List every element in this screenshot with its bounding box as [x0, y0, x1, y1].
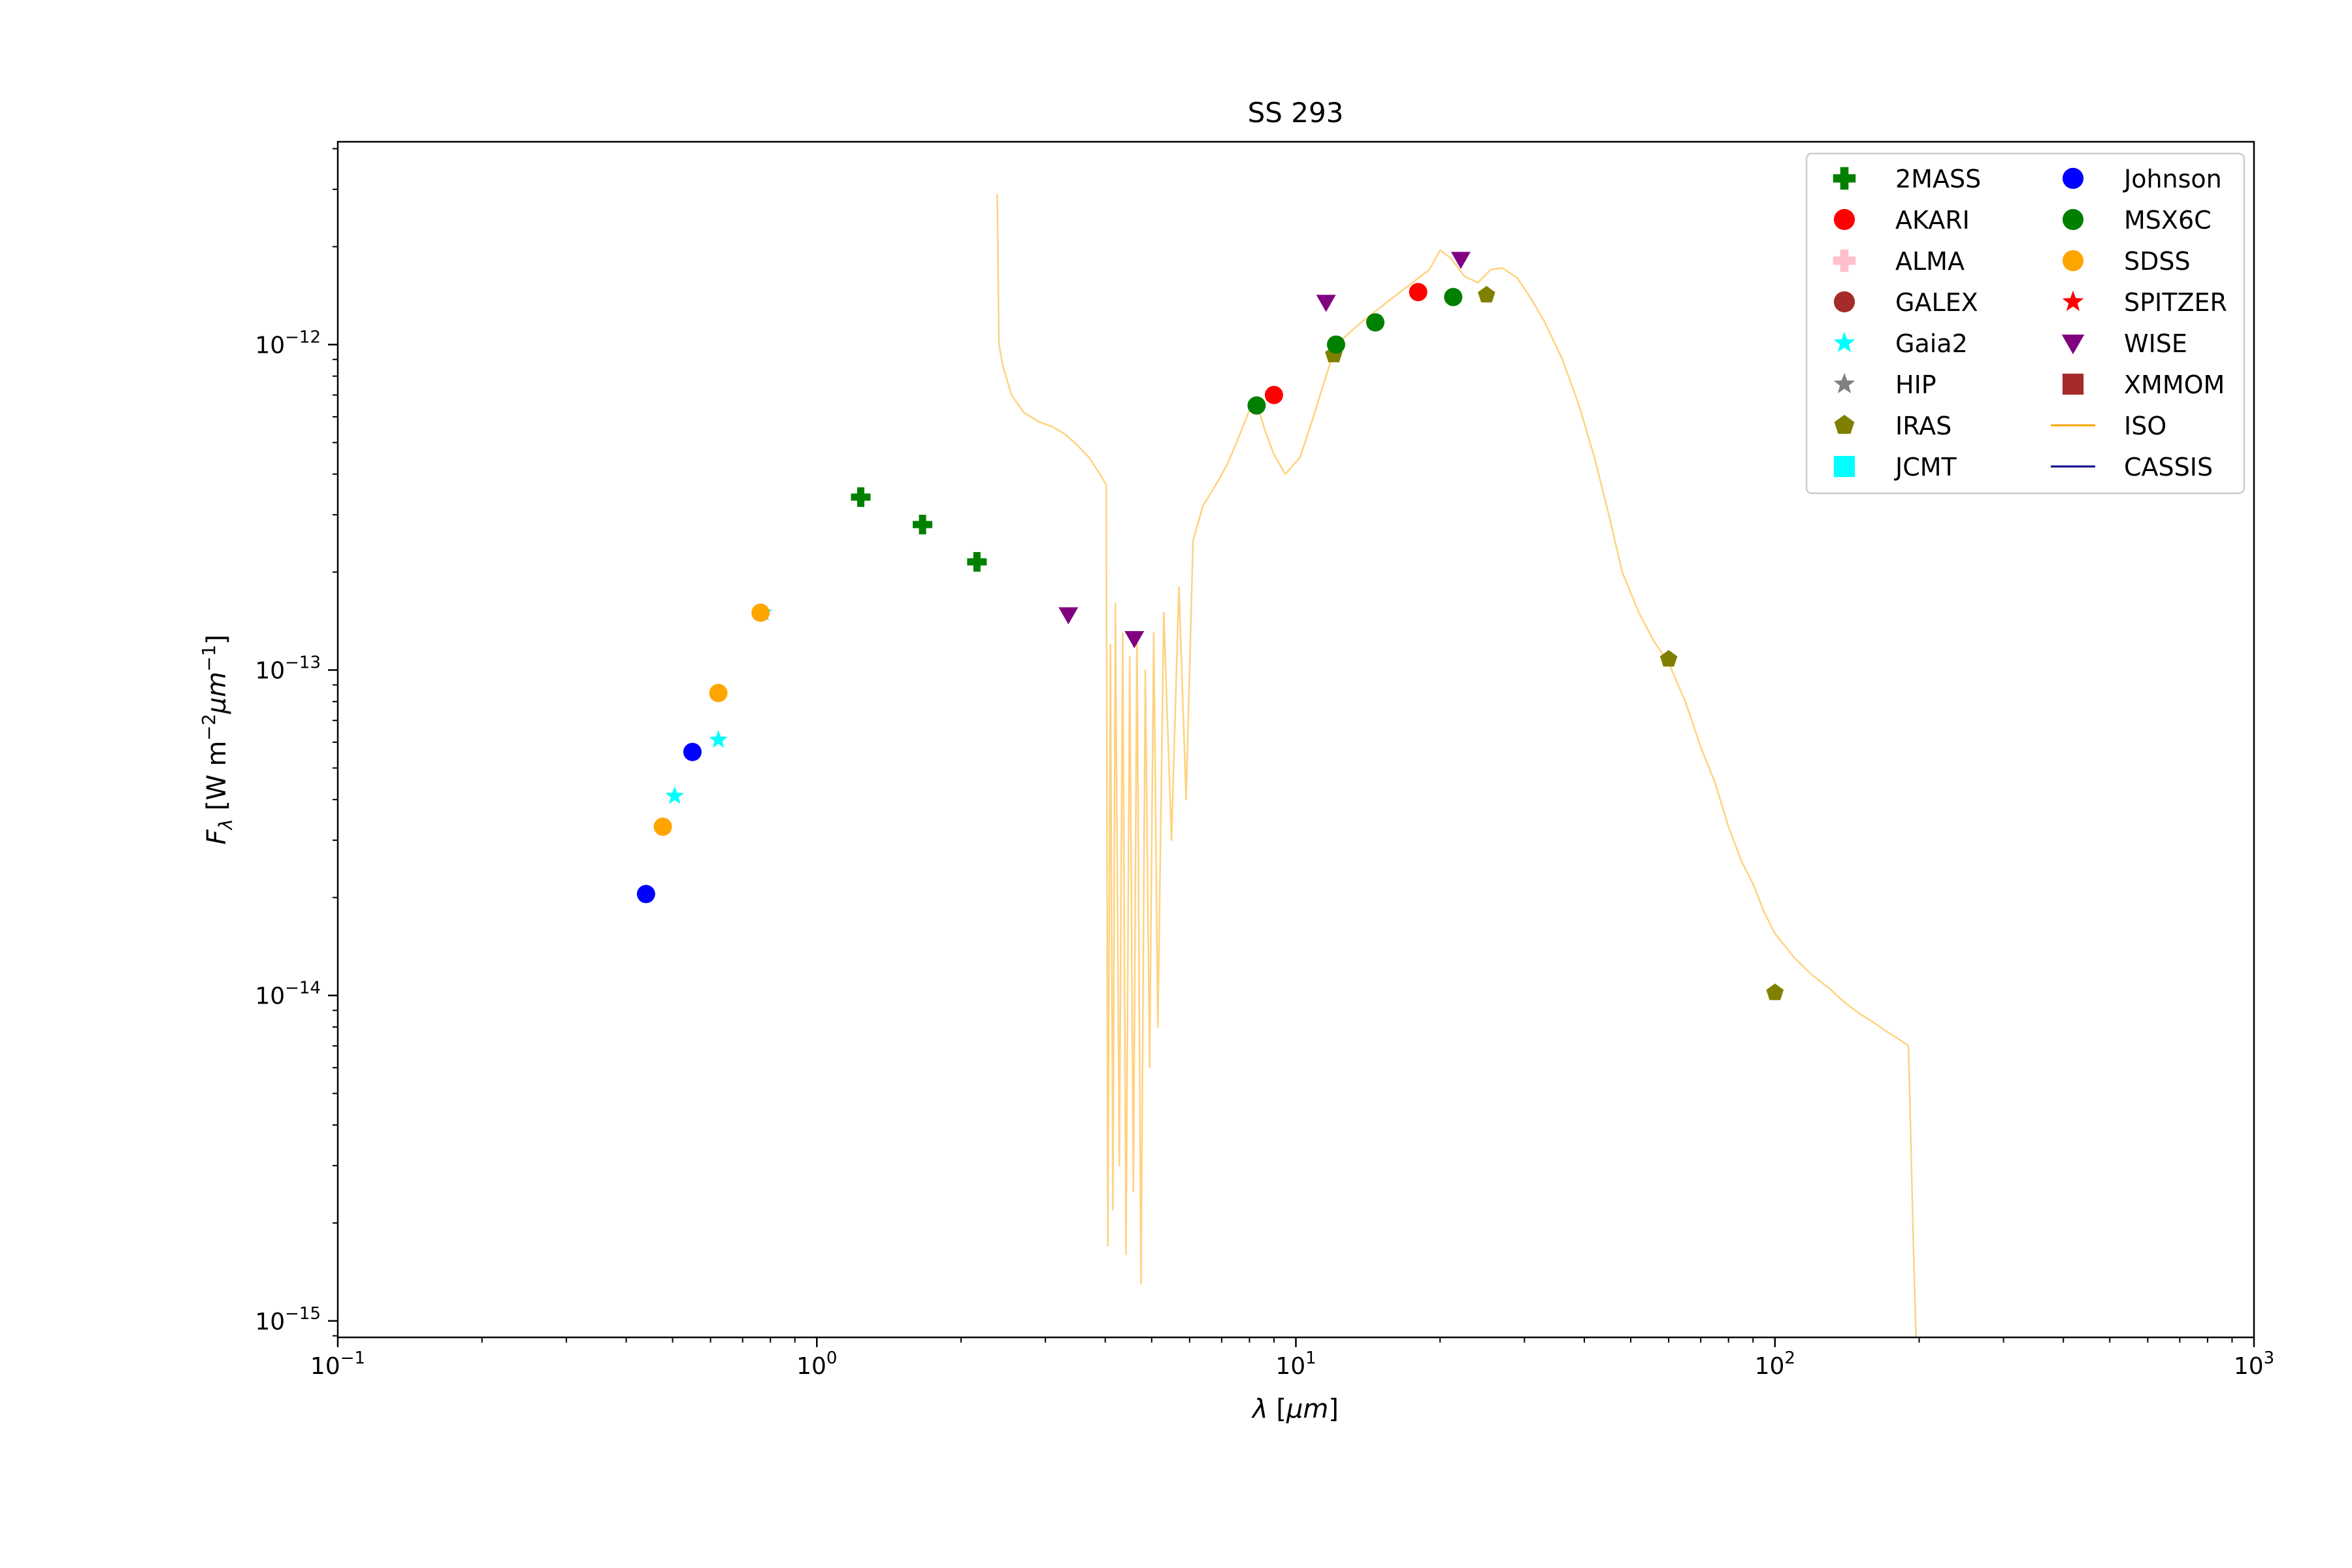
legend-marker-wise [2061, 335, 2085, 355]
data-point-johnson [683, 742, 702, 761]
data-point-iras [1766, 983, 1784, 1000]
data-point-msx6c [1444, 287, 1463, 306]
legend: 2MASS AKARI ALMA GALEX Gaia2 HIP IRAS JCMT Johns… [1805, 152, 2246, 495]
legend-marker-iras [1834, 414, 1855, 434]
x-tick-label: 10−1 [310, 1348, 365, 1380]
data-point-gaia2 [665, 786, 684, 804]
legend-marker-jcmt [1833, 455, 1855, 478]
legend-marker-msx6c [2062, 208, 2084, 231]
x-tick-label: 102 [1755, 1348, 1795, 1380]
y-tick-label: 10−13 [255, 653, 321, 685]
legend-marker-alma [1833, 249, 1856, 272]
iso-spectrum-layer [996, 194, 1917, 1338]
legend-label: IRAS [1895, 412, 1952, 440]
legend-label: SPITZER [2124, 288, 2227, 317]
data-point-johnson [636, 885, 655, 904]
y-axis-label: Fλ [W m−2μm−1] [198, 634, 237, 845]
legend-label: XMMOM [2124, 370, 2225, 399]
legend-label: Gaia2 [1895, 329, 1968, 358]
legend-marker-galex [1833, 291, 1855, 313]
x-axis-ticks: 10−1 100 101 102 103 [310, 1337, 2274, 1380]
legend-label: Johnson [2123, 165, 2222, 193]
legend-label: ISO [2124, 412, 2166, 440]
legend-marker-spitzer [2062, 290, 2084, 311]
y-tick-label: 10−15 [255, 1304, 321, 1335]
legend-label: WISE [2124, 329, 2187, 358]
legend-label: MSX6C [2124, 206, 2212, 235]
x-tick-label: 101 [1275, 1348, 1316, 1380]
chart-title: SS 293 [1248, 97, 1344, 129]
data-point-msx6c [1366, 313, 1385, 332]
series-line-iso [996, 194, 1917, 1338]
data-point-gaia2 [709, 730, 728, 748]
data-point-wise [1316, 295, 1336, 312]
data-point-wise [1058, 607, 1079, 625]
x-axis-label: λ [μm] [1251, 1394, 1339, 1424]
y-tick-label: 10−12 [255, 327, 321, 359]
legend-marker-sdss [2062, 250, 2084, 272]
legend-label: GALEX [1895, 288, 1978, 317]
legend-label: JCMT [1894, 453, 1957, 482]
legend-marker-2mass [1833, 167, 1856, 190]
legend-box [1805, 152, 2246, 495]
legend-label: AKARI [1895, 206, 1970, 235]
data-point-sdss [751, 603, 770, 622]
legend-label: 2MASS [1895, 165, 1981, 193]
data-point-wise [1124, 631, 1145, 649]
x-tick-label: 100 [796, 1348, 837, 1380]
legend-marker-xmmom [2062, 373, 2084, 395]
legend-marker-gaia2 [1833, 331, 1855, 352]
data-point-akari [1264, 385, 1283, 404]
data-point-wise [1450, 252, 1471, 269]
legend-marker-hip [1833, 372, 1855, 393]
data-point-iras [1659, 649, 1678, 667]
data-point-iras [1478, 286, 1495, 302]
y-axis-ticks: 10−15 10−14 10−13 10−12 [255, 148, 338, 1337]
legend-label: ALMA [1895, 247, 1965, 276]
x-tick-label: 103 [2234, 1348, 2274, 1380]
data-point-sdss [709, 683, 728, 702]
legend-label: HIP [1895, 370, 1936, 399]
legend-marker-akari [1833, 208, 1855, 231]
data-point-akari [1409, 283, 1428, 302]
data-point-2mass [967, 551, 987, 572]
data-point-2mass [851, 487, 871, 507]
data-point-msx6c [1326, 335, 1345, 354]
y-tick-label: 10−14 [255, 979, 321, 1010]
data-point-sdss [653, 817, 672, 836]
legend-marker-johnson [2062, 167, 2084, 189]
legend-label: SDSS [2124, 247, 2191, 276]
data-point-2mass [913, 514, 933, 534]
data-point-msx6c [1247, 396, 1266, 415]
legend-label: CASSIS [2124, 453, 2213, 482]
data-points-layer [636, 252, 1784, 1000]
